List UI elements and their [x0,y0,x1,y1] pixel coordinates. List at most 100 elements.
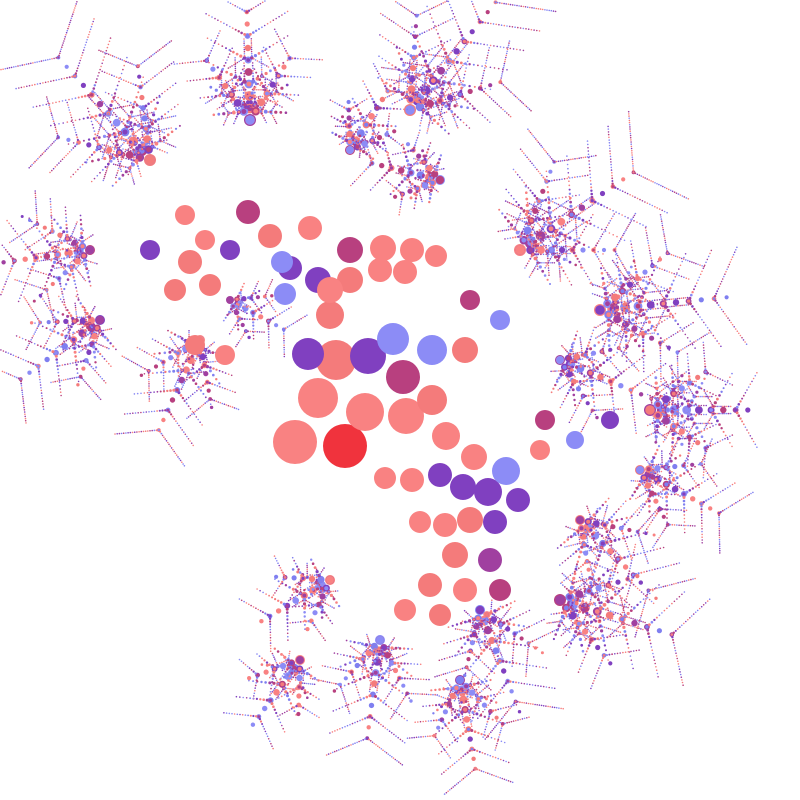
frond-dot [208,345,211,347]
frond-dot [193,362,196,364]
frond-dot [187,372,190,375]
frond-dot [74,5,77,7]
frond-dot [231,82,234,84]
frond-dot [294,57,297,60]
frond-dot [76,372,79,374]
frond-dot [273,105,276,108]
frond-dot [162,136,166,140]
frond-dot [424,97,428,101]
frond-dot [507,88,509,90]
frond-dot [206,400,208,403]
frond-dot [610,161,612,163]
frond-dot [76,293,79,296]
frond-dot [539,215,542,217]
frond-dot [192,444,194,447]
frond-dot [425,76,428,80]
frond-dot [51,350,55,354]
frond-dot [225,404,228,406]
frond-dot [243,103,246,106]
frond-dot [254,309,258,313]
frond-dot [83,329,87,332]
frond-dot [421,114,424,117]
frond-dot [78,253,81,256]
frond-dot [133,183,136,185]
frond-dot [268,344,270,346]
frond-dot [545,236,547,238]
frond-dot [628,115,630,117]
frond-dot [161,131,164,133]
frond-dot [211,398,214,401]
frond-dot [28,272,31,275]
frond-dot [581,218,585,222]
frond-dot [77,141,80,144]
frond-dot [106,105,108,108]
frond-dot [535,263,538,266]
frond-dot [147,119,150,121]
frond-dot [125,157,127,160]
frond-dot [170,144,173,147]
frond-dot [265,121,268,124]
frond-dot [229,86,232,89]
frond-dot [20,380,22,383]
frond-dot [398,99,401,102]
frond-dot [642,224,644,226]
frond-dot [244,311,246,314]
frond-dot [446,56,449,59]
frond-dot [553,255,558,259]
frond-dot [105,170,108,172]
frond-dot [50,275,53,277]
frond-dot [172,369,176,373]
frond-dot [266,299,269,302]
frond-dot [543,274,547,277]
frond-dot [450,110,454,113]
frond-dot [113,75,115,77]
frond-dot [221,105,224,108]
frond-dot [157,50,159,52]
frond-dot [229,66,231,68]
frond-dot [71,347,74,349]
frond-dot [142,122,144,125]
frond-dot [418,78,421,80]
frond-dot [440,3,443,5]
frond-dot [210,95,214,98]
frond-dot [265,102,267,104]
frond-dot [55,101,57,104]
frond-dot [436,4,439,7]
frond-dot [516,48,518,51]
frond-dot [63,303,65,306]
frond-dot [245,34,250,38]
frond-dot [269,81,276,88]
frond-dot [97,130,100,133]
frond-dot [283,310,286,313]
frond-dot [502,66,505,69]
frond-dot [223,64,226,67]
frond-dot [427,128,429,130]
frond-dot [52,309,55,312]
frond-dot [161,129,163,131]
frond-dot [233,309,239,316]
frond-dot [163,351,167,355]
frond-dot [87,94,90,97]
frond-dot [108,328,111,331]
frond-dot [533,29,535,31]
frond-dot [31,337,33,339]
frond-dot [575,221,577,224]
frond-dot [187,61,189,64]
frond-dot [416,77,419,79]
frond-dot [168,41,171,43]
frond-dot [564,234,567,237]
frond-dot [84,380,86,383]
frond-dot [639,198,641,201]
frond-dot [318,58,321,61]
frond-dot [541,262,543,264]
frond-dot [213,399,216,402]
frond-dot [90,312,92,315]
frond-dot [111,114,114,116]
frond-dot [81,326,84,329]
frond-dot [50,206,52,208]
frond-dot [20,238,23,240]
frond-dot [102,179,105,182]
frond-dot [482,72,485,74]
frond-dot [568,248,570,251]
frond-dot [234,117,237,120]
